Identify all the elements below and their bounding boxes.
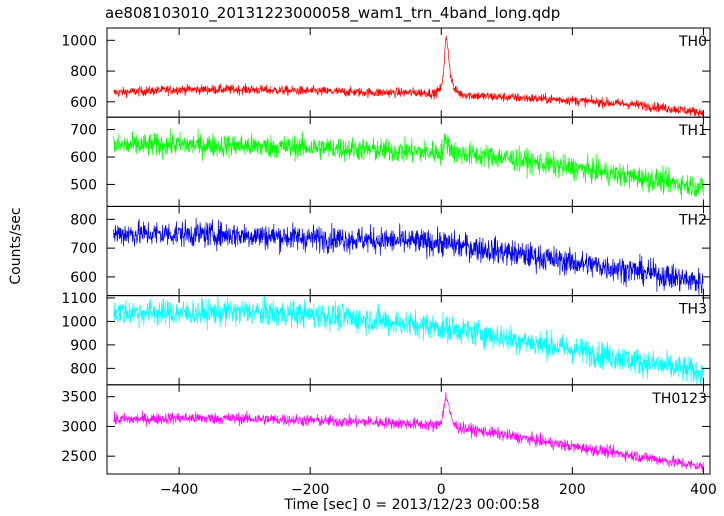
y-tick-label: 1100 — [61, 291, 97, 307]
x-tick-label: −400 — [160, 482, 198, 498]
data-trace-th0123 — [113, 391, 704, 472]
panel-label-th2: TH2 — [678, 212, 707, 228]
x-tick-label: 400 — [690, 482, 717, 498]
panel-frame — [106, 116, 711, 207]
data-trace-th1 — [113, 128, 704, 200]
y-tick-label: 900 — [70, 338, 97, 354]
panel-label-th3: TH3 — [678, 302, 707, 318]
y-tick-label: 700 — [70, 123, 97, 139]
y-tick-label: 600 — [70, 270, 97, 286]
y-tick-label: 600 — [70, 95, 97, 111]
x-tick-label: 0 — [437, 482, 446, 498]
data-trace-th3 — [113, 295, 704, 385]
panel-frame — [106, 205, 711, 297]
y-tick-label: 500 — [70, 177, 97, 193]
y-tick-label: 3000 — [61, 419, 97, 435]
panel-label-th1: TH1 — [678, 123, 707, 139]
y-tick-label: 1000 — [61, 33, 97, 49]
data-trace-th0 — [113, 35, 704, 118]
y-tick-label: 600 — [70, 150, 97, 166]
panel-frame — [106, 384, 711, 475]
data-trace-th2 — [113, 217, 704, 296]
x-axis-label: Time [sec] 0 = 2013/12/23 00:00:58 — [284, 497, 540, 513]
y-tick-label: 800 — [70, 212, 97, 228]
y-tick-label: 800 — [70, 64, 97, 80]
y-tick-label: 700 — [70, 241, 97, 257]
y-tick-label: 3500 — [61, 390, 97, 406]
chart-title: ae808103010_20131223000058_wam1_trn_4ban… — [105, 4, 561, 22]
panel-label-th0123: TH0123 — [651, 391, 707, 407]
panel-label-th0: TH0 — [678, 34, 707, 50]
x-tick-label: −200 — [291, 482, 329, 498]
y-tick-label: 800 — [70, 361, 97, 377]
y-tick-label: 2500 — [61, 449, 97, 465]
y-tick-label: 1000 — [61, 314, 97, 330]
x-tick-label: 200 — [559, 482, 586, 498]
